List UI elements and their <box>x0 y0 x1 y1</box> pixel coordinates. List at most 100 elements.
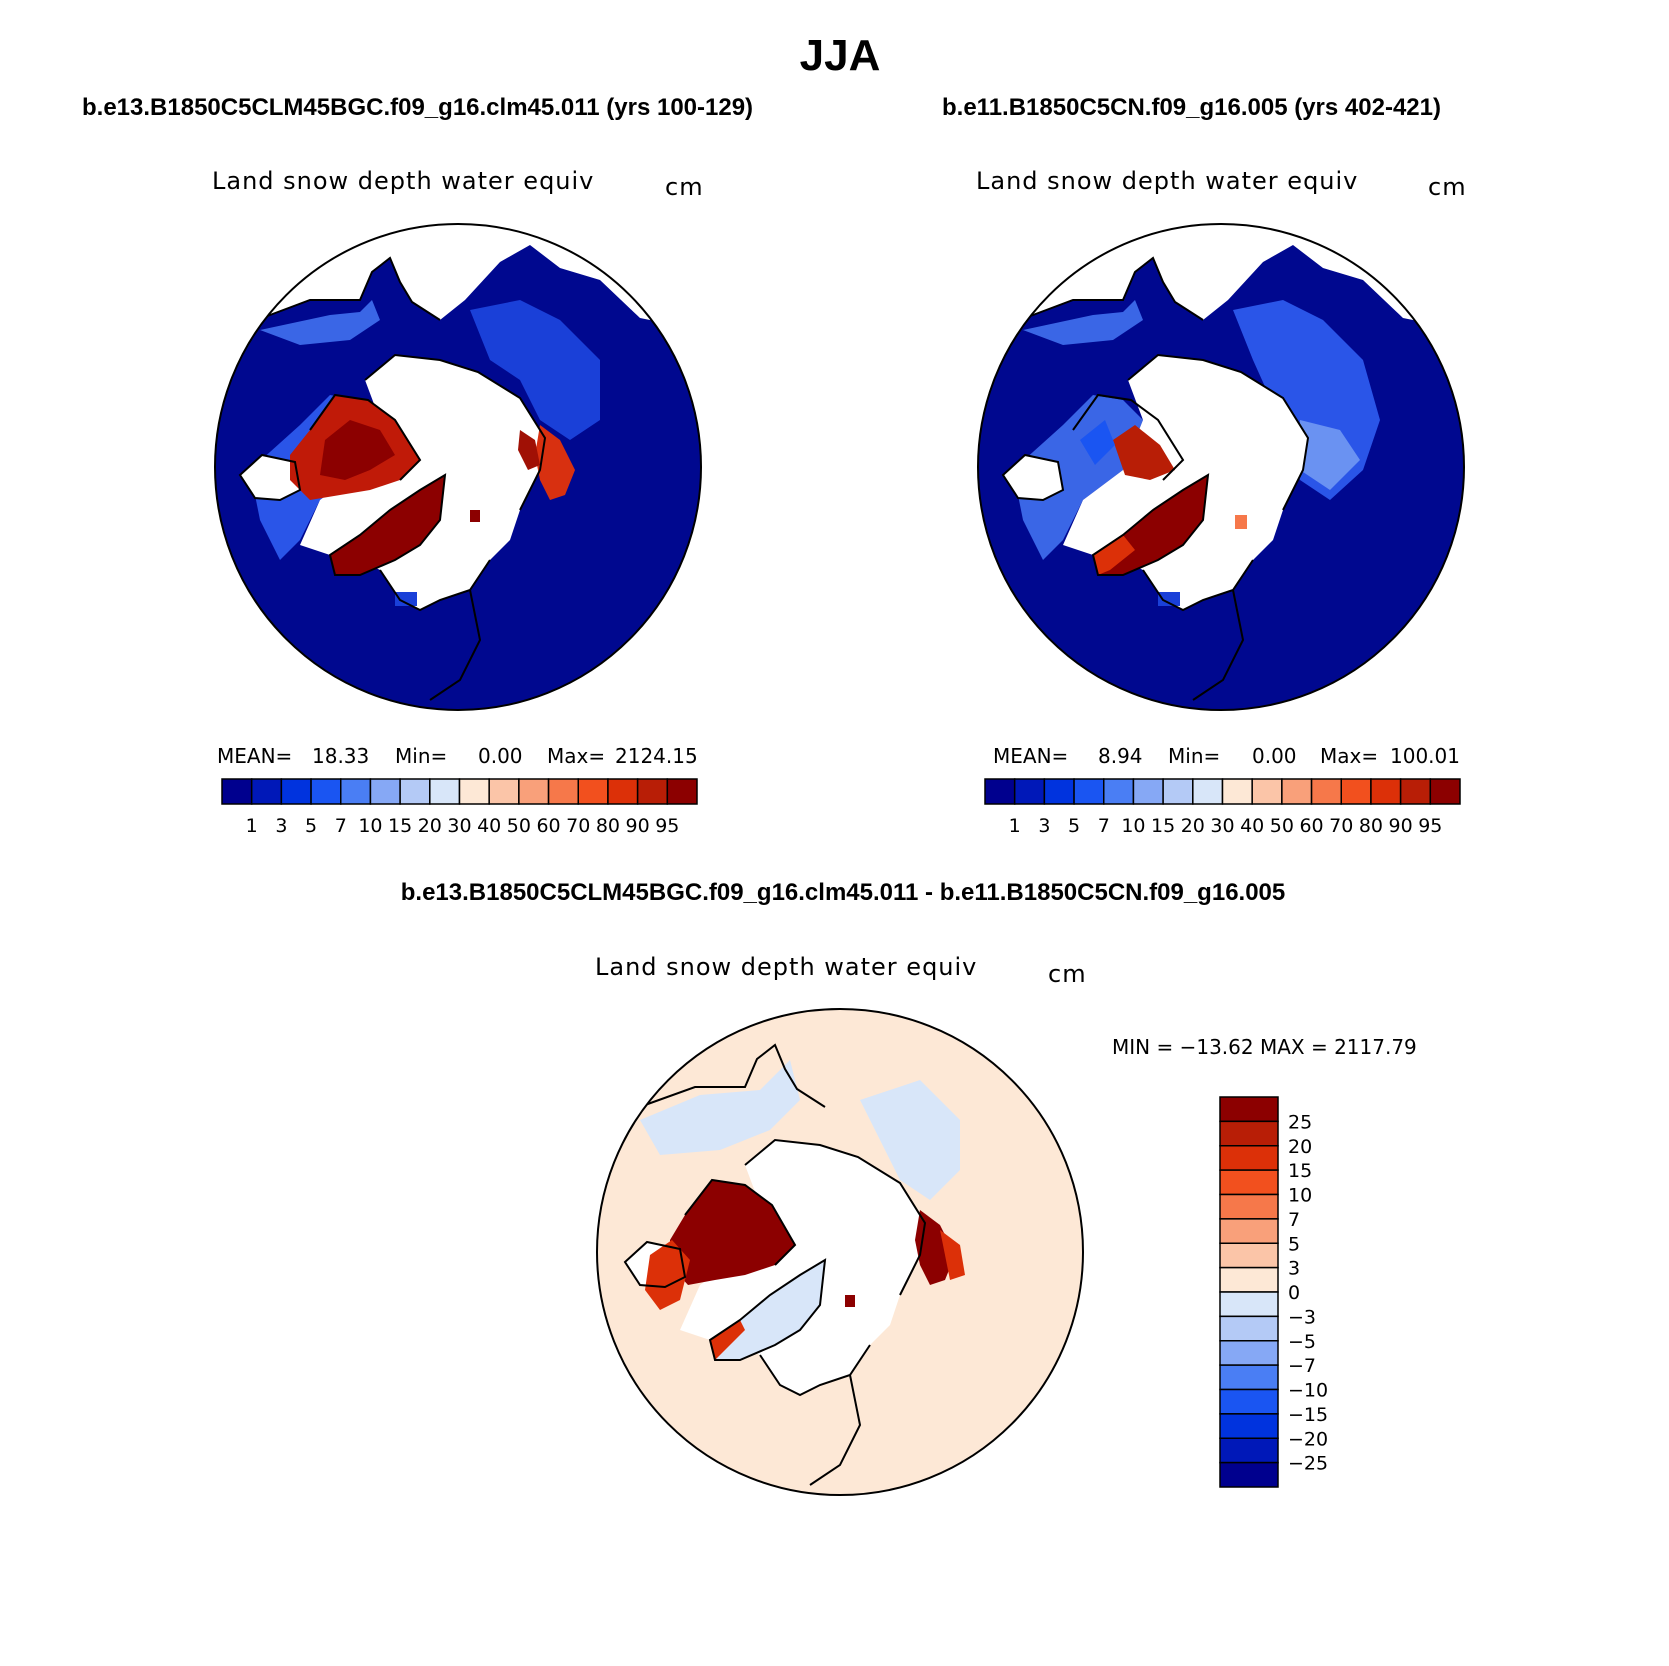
left-colorbar-tick-label: 60 <box>536 815 560 837</box>
right-colorbar-swatch <box>1370 778 1402 805</box>
left-colorbar-tick-label: 90 <box>626 815 650 837</box>
right-colorbar-swatch <box>1192 778 1224 805</box>
diff-colorbar-tick-label: −15 <box>1288 1404 1328 1426</box>
diff-colorbar-tick-label: 7 <box>1288 1209 1300 1231</box>
right-colorbar-swatch <box>1162 778 1194 805</box>
left-colorbar-swatch <box>340 778 372 805</box>
left-colorbar-tick-label: 15 <box>388 815 412 837</box>
right-colorbar: 1 3 5 7 10 15 20 30 40 50 60 70 80 90 95 <box>984 778 1461 837</box>
left-colorbar-tick-label: 40 <box>477 815 501 837</box>
left-min-label: Min= <box>395 744 447 768</box>
left-colorbar-tick-label: 80 <box>596 815 620 837</box>
diff-units-label: cm <box>1048 960 1087 988</box>
main-title: JJA <box>800 31 881 80</box>
left-max-label: Max= <box>547 744 605 768</box>
diff-colorbar-swatch <box>1219 1315 1279 1342</box>
left-colorbar-tick-label: 70 <box>566 815 590 837</box>
right-colorbar-swatch <box>1251 778 1283 805</box>
diff-colorbar-tick-label: 10 <box>1288 1185 1312 1207</box>
left-colorbar-tick-label: 95 <box>655 815 679 837</box>
left-units-label: cm <box>665 173 704 201</box>
diff-colorbar-tick-label: 5 <box>1288 1233 1300 1255</box>
right-colorbar-swatch <box>1013 778 1046 805</box>
left-colorbar-swatch <box>429 778 461 805</box>
left-colorbar-tick-label: 10 <box>358 815 382 837</box>
diff-colorbar-tick-label: 0 <box>1288 1282 1300 1304</box>
diff-colorbar-swatch <box>1219 1218 1279 1244</box>
right-colorbar-swatch <box>1281 778 1313 805</box>
diff-colorbar-tick-label: −20 <box>1288 1428 1328 1450</box>
left-colorbar-tick-label: 3 <box>275 815 287 837</box>
right-colorbar-swatch <box>1103 778 1135 805</box>
right-mean-value: 8.94 <box>1098 744 1143 768</box>
diff-colorbar-tick-label: −10 <box>1288 1380 1328 1402</box>
left-mean-label: MEAN= <box>217 744 292 768</box>
right-colorbar-tick-label: 40 <box>1240 815 1264 837</box>
right-colorbar-tick-label: 30 <box>1210 815 1234 837</box>
diff-colorbar-tick-label: −3 <box>1288 1306 1316 1328</box>
right-min-value: 0.00 <box>1252 744 1297 768</box>
right-colorbar-swatch <box>1310 778 1342 805</box>
diff-polar-map <box>597 1009 1083 1495</box>
left-max-value: 2124.15 <box>615 744 698 768</box>
right-polar-map <box>978 224 1464 710</box>
right-units-label: cm <box>1428 173 1467 201</box>
right-colorbar-swatch <box>1132 778 1164 805</box>
right-mean-label: MEAN= <box>993 744 1068 768</box>
right-colorbar-tick-label: 5 <box>1068 815 1080 837</box>
diff-colorbar-tick-label: −7 <box>1288 1355 1316 1377</box>
left-colorbar-swatch <box>369 778 401 805</box>
right-colorbar-swatch <box>1073 778 1105 805</box>
right-colorbar-swatch <box>984 778 1016 805</box>
left-colorbar-swatch <box>310 778 342 805</box>
diff-colorbar-tick-label: 20 <box>1288 1136 1312 1158</box>
left-mean-value: 18.33 <box>312 744 369 768</box>
diff-colorbar-swatch <box>1219 1193 1279 1220</box>
diff-colorbar-swatch <box>1219 1145 1279 1171</box>
left-colorbar-swatch <box>488 778 520 805</box>
diff-colorbar-swatch <box>1219 1266 1279 1293</box>
diff-minmax-label: MIN = −13.62 MAX = 2117.79 <box>1112 1035 1417 1059</box>
right-colorbar-swatch <box>1399 778 1432 805</box>
right-colorbar-tick-label: 7 <box>1098 815 1110 837</box>
left-colorbar-tick-label: 7 <box>335 815 347 837</box>
left-map-boundary <box>214 223 702 711</box>
diff-colorbar-tick-label: 25 <box>1288 1111 1312 1133</box>
diff-colorbar-swatch <box>1219 1096 1279 1123</box>
left-colorbar-swatch <box>577 778 609 805</box>
diff-map-boundary <box>596 1008 1084 1496</box>
left-colorbar-tick-label: 20 <box>418 815 442 837</box>
left-colorbar-swatch <box>458 778 490 805</box>
diff-colorbar-swatch <box>1219 1340 1279 1366</box>
right-stats: MEAN= 8.94 Min= 0.00 Max= 100.01 <box>993 744 1460 768</box>
right-colorbar-tick-label: 10 <box>1121 815 1145 837</box>
left-stats: MEAN= 18.33 Min= 0.00 Max= 2124.15 <box>217 744 698 768</box>
left-colorbar: 1 3 5 7 10 15 20 30 40 50 60 70 80 90 95 <box>221 778 698 837</box>
left-colorbar-swatch <box>250 778 283 805</box>
diff-colorbar-swatch <box>1219 1461 1279 1488</box>
diff-colorbar-swatch <box>1219 1413 1279 1439</box>
left-colorbar-swatch <box>280 778 312 805</box>
left-colorbar-swatch <box>607 778 639 805</box>
left-variable-label: Land snow depth water equiv <box>212 167 594 195</box>
diff-colorbar-tick-label: −5 <box>1288 1331 1316 1353</box>
diff-colorbar-swatch <box>1219 1242 1279 1269</box>
right-colorbar-tick-label: 80 <box>1359 815 1383 837</box>
right-max-label: Max= <box>1320 744 1378 768</box>
right-colorbar-tick-label: 15 <box>1151 815 1175 837</box>
left-colorbar-swatch <box>636 778 669 805</box>
left-colorbar-tick-label: 1 <box>246 815 258 837</box>
left-colorbar-tick-label: 50 <box>507 815 531 837</box>
diff-colorbar-swatch <box>1219 1364 1279 1391</box>
left-case-title: b.e13.B1850C5CLM45BGC.f09_g16.clm45.011 … <box>82 94 753 121</box>
diff-colorbar-swatch <box>1219 1437 1279 1464</box>
left-min-value: 0.00 <box>478 744 523 768</box>
left-colorbar-tick-label: 30 <box>447 815 471 837</box>
diff-colorbar-tick-label: 15 <box>1288 1160 1312 1182</box>
right-case-title: b.e11.B1850C5CN.f09_g16.005 (yrs 402-421… <box>942 94 1441 121</box>
right-variable-label: Land snow depth water equiv <box>976 167 1358 195</box>
right-colorbar-swatch <box>1221 778 1253 805</box>
diff-colorbar-swatch <box>1219 1388 1279 1415</box>
